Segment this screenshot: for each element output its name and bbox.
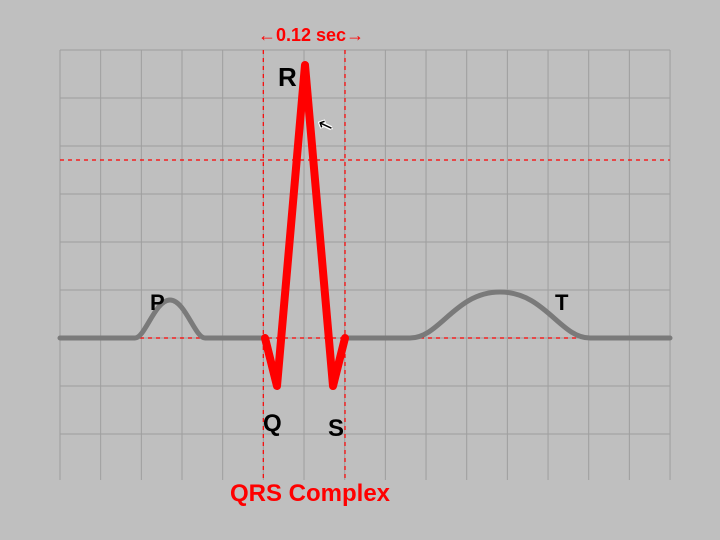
label-s: S (328, 415, 344, 443)
chart-title: QRS Complex (230, 480, 390, 508)
ecg-chart (60, 50, 670, 480)
label-r: R (278, 62, 297, 93)
time-annotation: ←0.12 sec→ (258, 25, 364, 46)
label-q: Q (263, 410, 282, 438)
label-p: P (150, 290, 165, 316)
label-t: T (555, 290, 568, 316)
